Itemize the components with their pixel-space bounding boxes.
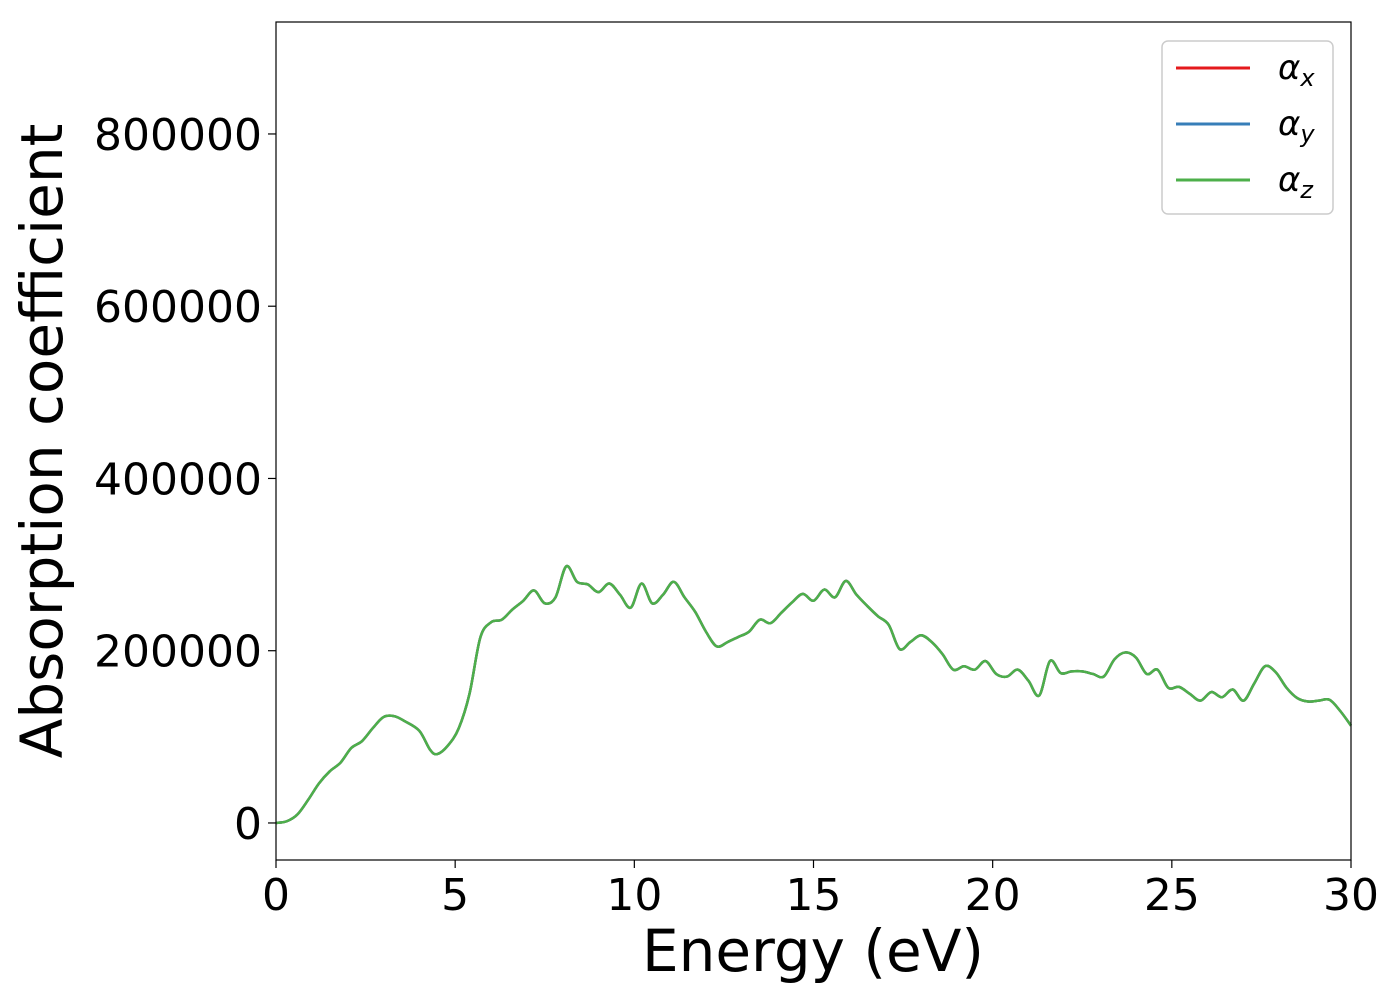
legend: αx αy αz	[1161, 40, 1334, 215]
x-tick-label: 10	[606, 870, 662, 921]
x-tick-label: 25	[1144, 870, 1200, 921]
x-tick-label: 30	[1323, 870, 1379, 921]
x-tick-label: 5	[441, 870, 469, 921]
legend-label-y: αy	[1278, 104, 1315, 148]
legend-label-x: αx	[1278, 48, 1315, 92]
x-tick-label: 20	[965, 870, 1021, 921]
x-axis-title: Energy (eV)	[642, 917, 984, 985]
y-tick-label: 200000	[94, 627, 262, 678]
series-line-3	[275, 564, 1353, 825]
x-axis: 0 5 10 15 20 25 30	[262, 860, 1379, 921]
x-tick-label: 15	[786, 870, 842, 921]
y-tick-label: 600000	[94, 282, 262, 333]
legend-label-z: αz	[1278, 160, 1314, 204]
legend-box	[1161, 40, 1334, 215]
y-tick-label: 400000	[94, 454, 262, 505]
y-tick-label: 0	[234, 799, 262, 850]
y-axis-title: Absorption coefficient	[8, 124, 76, 759]
x-tick-label: 0	[262, 870, 290, 921]
series-layer	[275, 564, 1353, 825]
y-axis: 0 200000 400000 600000 800000	[94, 110, 276, 850]
y-tick-label: 800000	[94, 110, 262, 161]
